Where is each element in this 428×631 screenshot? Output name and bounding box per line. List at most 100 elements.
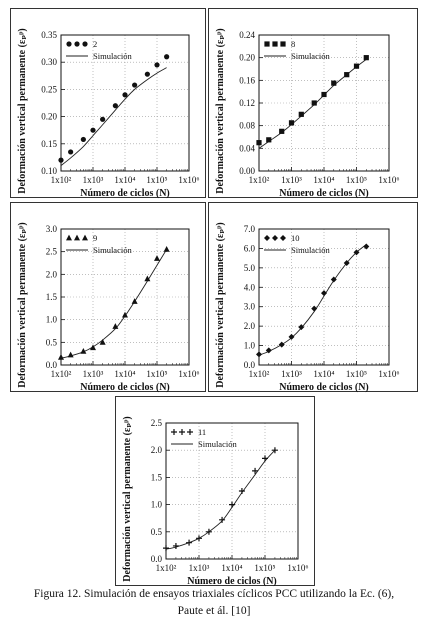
y-tick-label: 2.5 — [151, 418, 163, 428]
series-9-points — [58, 246, 170, 360]
y-axis-ticks: 0.00 0.04 0.08 0.12 0.16 0.20 0.24 — [239, 30, 263, 176]
legend-marker — [82, 41, 88, 47]
simulation-line — [258, 244, 367, 356]
y-tick-label: 0.20 — [239, 53, 255, 63]
data-point — [298, 111, 304, 117]
legend-marker — [179, 429, 185, 435]
x-axis-ticks: 1x10² 1x10³ 1x10⁴ 1x10⁵ 1x10⁶ — [156, 555, 309, 573]
chart-panel-2: 1x10² 1x10³ 1x10⁴ 1x10⁵ 1x10⁶ 0.10 0.15 0.20 0.2… — [10, 8, 206, 199]
series-8-points — [256, 55, 369, 146]
chart-panel-8: 1x10² 1x10³ 1x10⁴ 1x10⁵ 1x10⁶ 0.00 0.04 0.08 0.1… — [208, 8, 418, 199]
y-axis-ticks: 0.0 0.5 1.0 1.5 2.0 2.5 3.0 — [46, 224, 65, 370]
grid-lines — [61, 229, 189, 365]
data-point — [262, 455, 268, 462]
legend-marker — [74, 41, 80, 47]
data-point — [90, 344, 96, 351]
data-point — [100, 116, 106, 122]
data-point — [163, 246, 170, 252]
x-tick-label: 1x10⁴ — [313, 369, 334, 379]
data-point — [154, 62, 160, 68]
y-tick-label: 1.5 — [151, 472, 163, 482]
data-point — [68, 149, 74, 155]
data-point — [154, 255, 160, 261]
y-axis-label: Deformación vertical permanente (εₚᵖ) — [17, 222, 28, 388]
data-point — [205, 528, 212, 535]
legend-marker — [171, 429, 177, 435]
data-point — [58, 157, 64, 163]
data-point — [330, 276, 337, 283]
chart-9-svg: 1x10² 1x10³ 1x10⁴ 1x10⁵ 1x10⁶ 0.0 0.5 1.0 1.5 2.0… — [17, 222, 200, 393]
x-axis-ticks: 1x10² 1x10³ 1x10⁴ 1x10⁵ 1x10⁶ — [51, 167, 200, 185]
chart-2-svg: 1x10² 1x10³ 1x10⁴ 1x10⁵ 1x10⁶ 0.10 0.15 0.20 0.2… — [17, 28, 200, 199]
legend-marker — [264, 41, 270, 47]
data-point — [131, 298, 138, 304]
simulation-line — [60, 249, 168, 359]
simulation-line — [165, 449, 276, 550]
x-tick-label: 1x10⁶ — [178, 369, 199, 379]
y-tick-label: 3.0 — [244, 302, 256, 312]
y-tick-label: 0.20 — [41, 112, 57, 122]
y-tick-label: 0.10 — [41, 166, 57, 176]
y-tick-label: 2.0 — [244, 321, 256, 331]
legend-label-series: 11 — [198, 427, 206, 437]
data-point — [256, 140, 262, 146]
legend-marker — [264, 235, 270, 241]
y-tick-label: 4.0 — [244, 282, 256, 292]
y-tick-label: 0.5 — [46, 337, 58, 347]
data-point — [196, 535, 202, 542]
data-point — [144, 71, 150, 77]
y-tick-label: 0.0 — [46, 360, 58, 370]
y-axis-label: Deformación vertical permanente (εₚᵖ) — [215, 28, 226, 194]
data-point — [112, 323, 119, 329]
data-point — [288, 120, 295, 126]
y-tick-label: 5.0 — [244, 263, 256, 273]
x-axis-label: Número de ciclos (N) — [80, 382, 170, 393]
legend-label-series: 9 — [93, 233, 97, 243]
legend: 9 Simulación — [66, 233, 132, 255]
y-tick-label: 0.0 — [244, 360, 256, 370]
x-tick-label: 1x10² — [249, 369, 270, 379]
data-point — [58, 353, 64, 360]
y-axis-ticks: 0.0 1.0 2.0 3.0 4.0 5.0 6.0 7.0 — [244, 224, 263, 370]
y-tick-label: 7.0 — [244, 224, 256, 234]
data-point — [321, 91, 327, 98]
y-tick-label: 0.0 — [151, 554, 163, 564]
data-point — [265, 347, 272, 354]
x-tick-label: 1x10³ — [189, 563, 210, 573]
y-axis-label: Deformación vertical permanente (εₚᵖ) — [215, 222, 226, 388]
x-axis-ticks: 1x10² 1x10³ 1x10⁴ 1x10⁵ 1x10⁶ — [249, 167, 400, 185]
legend-marker — [280, 41, 286, 47]
legend-label-simulation: Simulación — [291, 51, 330, 61]
data-point — [112, 103, 118, 109]
x-tick-label: 1x10⁵ — [146, 369, 167, 379]
legend-marker — [272, 41, 278, 47]
legend-label-series: 2 — [93, 39, 97, 49]
chart-panel-11: 1x10² 1x10³ 1x10⁴ 1x10⁵ 1x10⁶ 0.0 0.5 1.0 1.5 2.0… — [115, 396, 315, 587]
y-axis-ticks: 0.0 0.5 1.0 1.5 2.0 2.5 — [151, 418, 170, 564]
legend-marker — [74, 234, 80, 241]
data-point — [256, 351, 262, 358]
legend: 11 Simulación — [171, 427, 237, 449]
x-tick-label: 1x10² — [249, 175, 270, 185]
x-axis-label: Número de ciclos (N) — [187, 576, 277, 587]
data-point — [271, 447, 278, 454]
chart-panel-10: 1x10² 1x10³ 1x10⁴ 1x10⁵ 1x10⁶ 0.0 1.0 2.0 3.0 4.0… — [208, 202, 418, 393]
legend-label-simulation: Simulación — [291, 245, 330, 255]
data-point — [90, 127, 96, 133]
chart-10-svg: 1x10² 1x10³ 1x10⁴ 1x10⁵ 1x10⁶ 0.0 1.0 2.0 3.0 4.0… — [215, 222, 400, 393]
x-tick-label: 1x10⁶ — [378, 369, 399, 379]
series-2-points — [58, 54, 170, 163]
x-axis-ticks: 1x10² 1x10³ 1x10⁴ 1x10⁵ 1x10⁶ — [249, 361, 400, 379]
x-axis-label: Número de ciclos (N) — [279, 188, 369, 199]
data-point — [80, 348, 87, 354]
x-tick-label: 1x10² — [51, 175, 72, 185]
data-point — [219, 516, 226, 523]
data-point — [311, 100, 317, 106]
legend-label-simulation: Simulación — [198, 439, 237, 449]
legend: 2 Simulación — [66, 39, 132, 61]
y-tick-label: 0.00 — [239, 166, 255, 176]
legend-marker — [66, 234, 72, 241]
y-tick-label: 1.0 — [244, 341, 256, 351]
figure-caption-line-1: Figura 12. Simulación de ensayos triaxia… — [33, 588, 395, 600]
x-axis-label: Número de ciclos (N) — [80, 188, 170, 199]
